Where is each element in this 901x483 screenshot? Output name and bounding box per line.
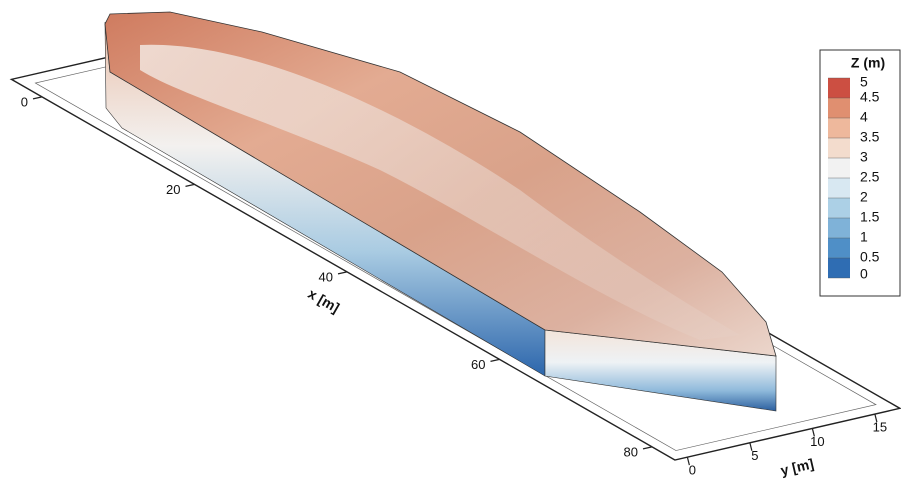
colorbar-title: Z (m): [851, 55, 885, 71]
x-tick: [33, 97, 42, 99]
chart: 020406080051015x [m]y [m] Z (m) 00.511.5…: [0, 0, 901, 483]
colorbar-tick-label: 0: [860, 266, 868, 282]
y-axis-label: y [m]: [779, 455, 815, 478]
colorbar-band: [828, 158, 850, 178]
x-tick-label: 40: [319, 269, 333, 284]
y-tick-label: 15: [873, 420, 887, 435]
colorbar-tick-label: 3.5: [860, 129, 880, 145]
colorbar-band: [828, 138, 850, 158]
colorbar-band: [828, 118, 850, 138]
colorbar-tick-label: 4: [860, 109, 868, 125]
colorbar: Z (m) 00.5 1 1.5 2 2.5 3 3.5 4 4.55: [820, 50, 900, 296]
x-axis-label: x [m]: [305, 285, 342, 316]
y-tick-label: 0: [689, 463, 696, 478]
colorbar-tick-label: 1.5: [860, 209, 880, 225]
y-tick-label: 5: [751, 448, 758, 463]
colorbar-tick-label: 4.5: [860, 89, 880, 105]
y-tick-label: 10: [810, 434, 824, 449]
x-tick: [491, 359, 500, 361]
colorbar-band: [828, 78, 850, 98]
colorbar-band: [828, 178, 850, 198]
colorbar-tick-label: 2.5: [860, 169, 880, 185]
colorbar-band: [828, 218, 850, 238]
colorbar-band: [828, 258, 850, 278]
x-tick: [643, 447, 652, 449]
x-tick: [338, 272, 347, 274]
colorbar-band: [828, 198, 850, 218]
colorbar-tick-label: 1: [860, 229, 868, 245]
x-tick-label: 60: [471, 357, 485, 372]
x-tick-label: 80: [624, 444, 638, 459]
hull: [105, 12, 776, 411]
x-tick: [186, 184, 195, 186]
x-tick-label: 0: [21, 94, 28, 109]
x-tick-label: 20: [166, 182, 180, 197]
colorbar-band: [828, 98, 850, 118]
colorbar-tick-label: 5: [860, 74, 868, 90]
colorbar-tick-label: 2: [860, 189, 868, 205]
colorbar-band: [828, 238, 850, 258]
colorbar-tick-label: 3: [860, 149, 868, 165]
colorbar-tick-label: 0.5: [860, 249, 880, 265]
